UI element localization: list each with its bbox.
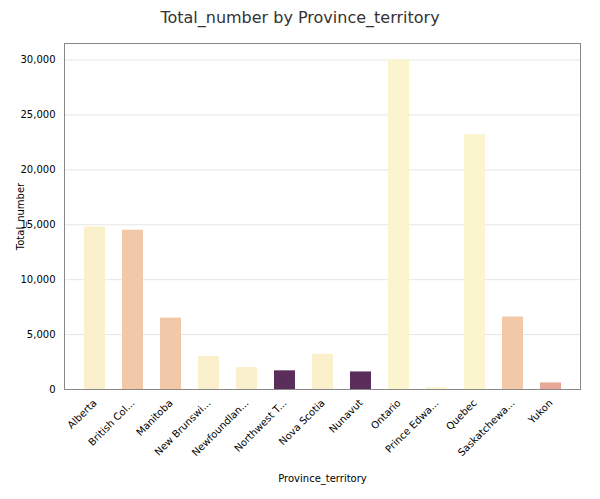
svg-text:10,000: 10,000 <box>21 274 56 285</box>
svg-text:Manitoba: Manitoba <box>134 397 175 438</box>
html-text:Total_number by Province_terri: Total_number by Province_territory <box>160 8 440 27</box>
svg-text:British Col...: British Col... <box>86 397 137 448</box>
svg-text:Newfoundlan...: Newfoundlan... <box>189 397 251 459</box>
svg-text:30,000: 30,000 <box>21 54 56 65</box>
svg-text:0: 0 <box>49 384 55 395</box>
svg-text:Ontario: Ontario <box>369 397 403 431</box>
svg-text:Alberta: Alberta <box>65 397 98 430</box>
svg-text:Province_territory: Province_territory <box>278 473 367 485</box>
svg-text:Quebec: Quebec <box>444 397 479 432</box>
svg-text:Total_number: Total_number <box>15 182 27 251</box>
svg-text:New Brunswi...: New Brunswi... <box>152 397 213 458</box>
svg-text:Nova Scotia: Nova Scotia <box>277 397 327 447</box>
svg-text:20,000: 20,000 <box>21 164 56 175</box>
svg-text:15,000: 15,000 <box>21 219 56 230</box>
svg-text:Saskatchewa...: Saskatchewa... <box>456 397 517 458</box>
svg-text:5,000: 5,000 <box>27 329 56 340</box>
svg-text:Prince Edwa...: Prince Edwa... <box>383 397 441 455</box>
svg-text:25,000: 25,000 <box>21 109 56 120</box>
svg-text:Yukon: Yukon <box>526 397 555 426</box>
svg-text:Northwest T...: Northwest T... <box>232 397 289 454</box>
svg-text:Nunavut: Nunavut <box>327 397 365 435</box>
